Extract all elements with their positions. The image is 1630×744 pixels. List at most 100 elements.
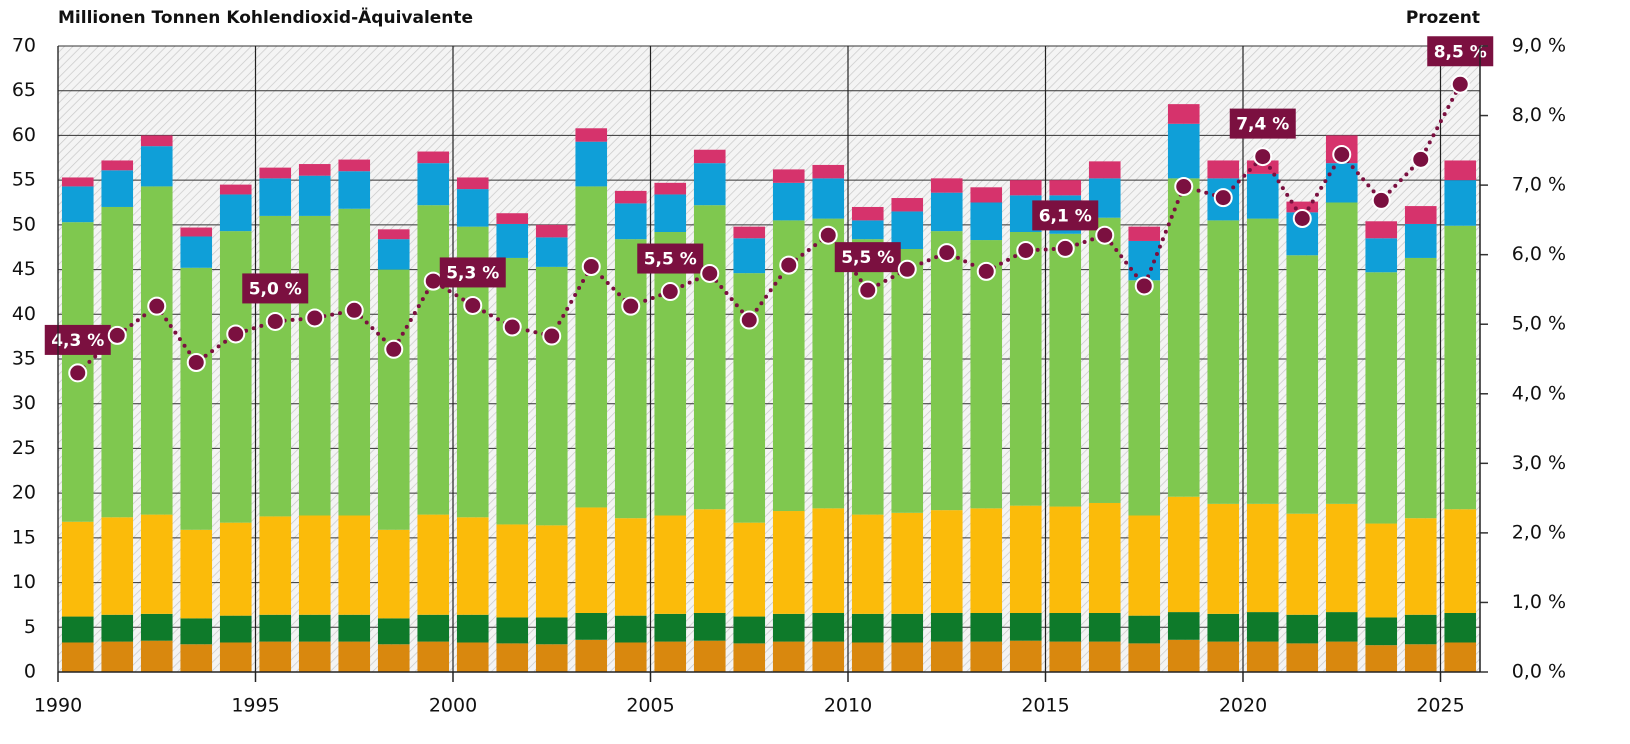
bar-segment (654, 232, 687, 516)
bar-segment (1325, 202, 1358, 504)
bar-segment (1325, 612, 1358, 642)
bar-segment (61, 642, 94, 672)
y-tick-label: 20 (12, 482, 36, 504)
y2-tick-label: 2,0 % (1512, 521, 1566, 543)
y2-tick-label: 8,0 % (1512, 104, 1566, 126)
data-label-box (1229, 108, 1296, 139)
bar-segment (1167, 496, 1200, 613)
bar-segment (1128, 226, 1161, 241)
bar-segment (1444, 225, 1477, 510)
bar-segment (1246, 173, 1279, 219)
bar-segment (970, 202, 1003, 241)
bar-segment (654, 641, 687, 672)
bar-segment (259, 641, 292, 672)
y2-tick-label: 3,0 % (1512, 452, 1566, 474)
data-label: 7,4 % (1236, 115, 1289, 135)
bar-segment (1088, 161, 1121, 179)
line-point (1016, 240, 1036, 260)
bar-segment (1404, 518, 1437, 615)
data-label: 5,5 % (841, 248, 894, 268)
bar-segment (456, 614, 489, 643)
bar-segment (259, 516, 292, 615)
line-point (265, 311, 285, 331)
bar-segment (1246, 641, 1279, 672)
line-point (542, 326, 562, 346)
x-tick-label: 1990 (34, 695, 82, 717)
bar-segment (812, 612, 845, 642)
bar-segment (733, 616, 766, 644)
bar-segment (496, 643, 529, 672)
y2-tick-label: 9,0 % (1512, 35, 1566, 57)
bar-segment (772, 182, 805, 221)
data-label-box (1427, 36, 1494, 67)
bar-segment (1365, 645, 1398, 672)
bar-segment (1286, 614, 1319, 644)
bar-segment (180, 227, 213, 237)
bar-segment (891, 613, 924, 643)
bar-segment (456, 177, 489, 190)
bar-segment (1365, 238, 1398, 273)
bar-segment (377, 239, 410, 270)
bar-segment (891, 198, 924, 212)
bar-segment (496, 524, 529, 618)
bar-segment (1128, 280, 1161, 516)
bar-segment (1128, 643, 1161, 672)
y-tick-label: 15 (12, 526, 36, 548)
line-point (1371, 190, 1391, 210)
bar-segment (101, 614, 134, 642)
bar-segment (140, 135, 173, 147)
bar-segment (298, 175, 331, 216)
bar-segment (812, 641, 845, 672)
bar-segment (140, 186, 173, 515)
bar-segment (1404, 223, 1437, 258)
bar-segment (1286, 201, 1319, 213)
bar-segment (1207, 503, 1240, 614)
bar-segment (456, 189, 489, 227)
bar-segment (1325, 163, 1358, 203)
line-point (186, 352, 206, 372)
bar-segment (614, 642, 647, 672)
bar-segment (1365, 272, 1398, 524)
bar-segment (693, 163, 726, 206)
bar-segment (970, 187, 1003, 203)
bar-segment (219, 184, 252, 195)
bar-segment (1009, 612, 1042, 641)
line-point (226, 324, 246, 344)
y2-tick-label: 7,0 % (1512, 174, 1566, 196)
bar-segment (1246, 612, 1279, 642)
x-tick-label: 2020 (1219, 695, 1267, 717)
line-point (1134, 276, 1154, 296)
bar-segment (772, 613, 805, 642)
line-point (1253, 147, 1273, 167)
bar-segment (496, 257, 529, 525)
bar-segment (970, 240, 1003, 509)
bar-segment (338, 208, 371, 516)
bar-segment (930, 612, 963, 642)
bar-segment (772, 169, 805, 183)
bar-segment (1444, 642, 1477, 672)
y-tick-label: 35 (12, 348, 36, 370)
bar-segment (496, 617, 529, 644)
bar-segment (1444, 180, 1477, 226)
bar-segment (575, 507, 608, 613)
bar-segment (1009, 640, 1042, 672)
bar-segment (101, 206, 134, 518)
bar-segment (535, 224, 568, 238)
bar-segment (180, 236, 213, 268)
line-point (897, 259, 917, 279)
bar-segment (772, 511, 805, 614)
bar-segment (219, 615, 252, 643)
bar-segment (851, 613, 884, 643)
bar-segment (1167, 104, 1200, 124)
line-point (68, 363, 88, 383)
bar-segment (1167, 123, 1200, 179)
bar-segment (812, 178, 845, 219)
bar-segment (970, 612, 1003, 642)
line-point (423, 271, 443, 291)
bar-segment (338, 614, 371, 642)
data-label: 5,5 % (644, 250, 697, 270)
y-tick-label: 5 (24, 616, 36, 638)
bar-segment (535, 237, 568, 267)
